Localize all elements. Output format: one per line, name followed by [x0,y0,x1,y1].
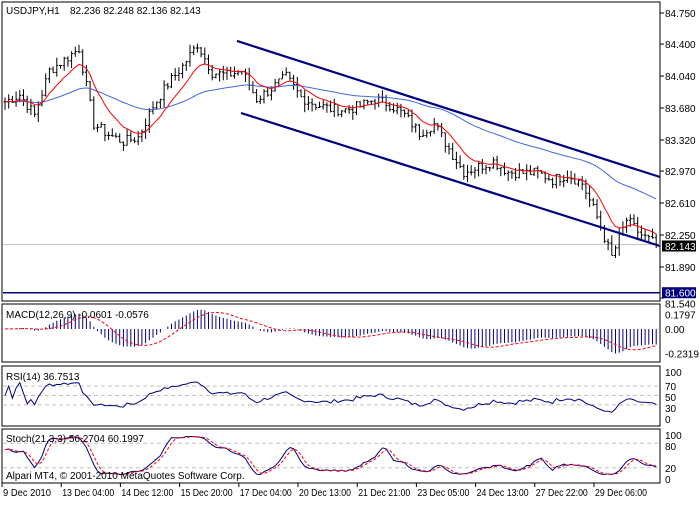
macd-signal-line [4,311,657,351]
time-tick-label: 15 Dec 20:00 [181,488,233,499]
channel-upper-line [236,39,661,179]
stoch-tick-label: 80 [665,442,677,453]
macd-tick-label: 0.00 [665,325,685,336]
time-tick-label: 24 Dec 13:00 [477,488,529,499]
price-tick-label: 81.540 [665,300,696,311]
rsi-tick-label: 0 [665,415,671,426]
channel-lower-line [240,111,661,248]
symbol-label: USDJPY,H1 [6,6,60,17]
rsi-tick-label: 30 [665,404,677,415]
rsi-tick-label: 50 [665,393,677,404]
price-tick-label: 81.890 [665,263,696,274]
axes: 9 Dec 2010 13 Dec 04:00 14 Dec 12:00 15 Dec… [1,9,699,499]
rsi-label: RSI(14) 36.7513 [6,372,80,383]
macd-plot [4,309,657,354]
time-tick-label: 14 Dec 12:00 [121,488,173,499]
level-price-label: 81.600 [665,289,696,300]
main-panel[interactable] [1,1,661,302]
time-tick-label: 23 Dec 05:00 [417,488,469,499]
time-tick-label: 20 Dec 13:00 [299,488,351,499]
time-tick-label: 9 Dec 2010 [3,488,51,499]
time-tick-label: 27 Dec 22:00 [536,488,588,499]
time-tick-label: 17 Dec 04:00 [240,488,292,499]
copyright-watermark: Alpari MT4, © 2001-2010 MetaQuotes Softw… [6,471,245,482]
price-plot [3,39,661,294]
macd-tick-label: 0.1797 [665,311,696,322]
macd-label: MACD(12,26,9) -0.0601 -0.0576 [6,310,149,321]
price-tick-label: 84.040 [665,72,696,83]
current-price-label: 82.143 [665,242,696,253]
macd-tick-label: -0.2319 [665,350,699,361]
rsi-line [4,381,657,413]
fast-moving-average-line [4,63,657,235]
ohlc-readout: 82.236 82.248 82.136 82.143 [70,6,201,17]
stoch-signal-line [4,435,657,475]
slow-moving-average-line [4,84,657,200]
price-tick-label: 82.250 [665,231,696,242]
rsi-tick-label: 70 [665,382,677,393]
stoch-label: Stoch(21,3,3) 56.2704 60.1997 [6,434,144,445]
stoch-plot [3,435,660,476]
stoch-tick-label: 20 [665,464,677,475]
rsi-plot [3,381,660,413]
price-tick-label: 83.320 [665,136,696,147]
current-price-box [662,240,696,252]
time-tick-label: 29 Dec 06:00 [595,488,647,499]
price-tick-label: 84.400 [665,40,696,51]
level-price-box [662,287,696,299]
stoch-tick-label: 100 [665,431,682,442]
time-tick-label: 21 Dec 21:00 [358,488,410,499]
rsi-panel[interactable] [1,365,661,427]
price-tick-label: 83.680 [665,104,696,115]
stoch-tick-label: 0 [665,475,671,486]
price-tick-label: 84.750 [665,9,696,20]
time-tick-label: 13 Dec 04:00 [62,488,114,499]
rsi-tick-label: 100 [665,368,682,379]
price-tick-label: 82.970 [665,167,696,178]
price-tick-label: 82.610 [665,199,696,210]
